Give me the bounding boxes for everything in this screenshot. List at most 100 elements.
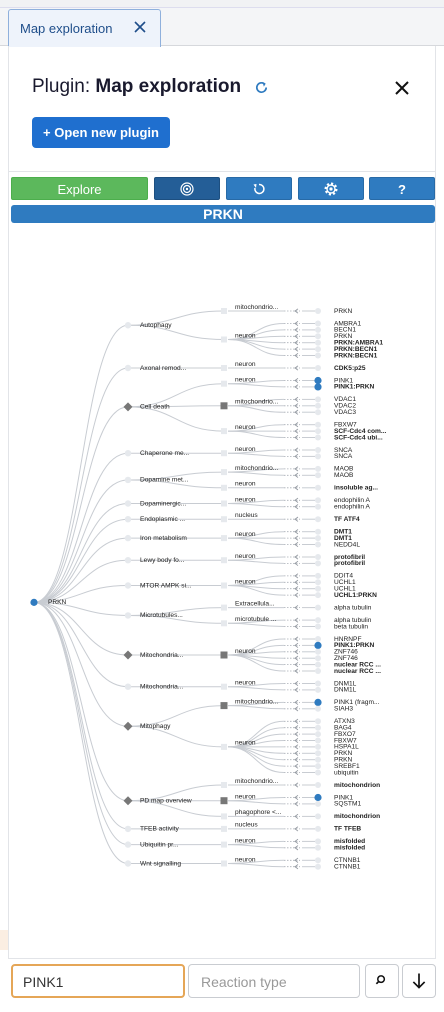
leaf-node[interactable] — [315, 554, 321, 560]
compartment-node[interactable] — [221, 380, 227, 387]
leaf-node[interactable] — [315, 857, 321, 864]
leaf-node[interactable] — [315, 750, 321, 757]
leaf-node[interactable] — [315, 800, 321, 807]
leaf-node[interactable] — [315, 731, 321, 738]
leaf-node[interactable] — [315, 541, 321, 548]
root-node[interactable] — [30, 598, 38, 606]
compartment-node[interactable] — [221, 557, 227, 564]
leaf-node[interactable] — [315, 617, 321, 624]
compartment-node[interactable] — [221, 365, 227, 371]
leaf-node[interactable] — [315, 579, 321, 586]
compartment-node[interactable] — [220, 402, 228, 410]
reaction-type-select[interactable]: Reaction type — [188, 964, 360, 998]
leaf-node[interactable] — [315, 863, 321, 870]
leaf-node[interactable] — [315, 655, 321, 662]
leaf-node[interactable] — [315, 705, 321, 712]
group-node[interactable] — [124, 450, 132, 457]
search-input[interactable]: PINK1 — [11, 964, 185, 998]
leaf-node[interactable] — [315, 333, 321, 340]
leaf-node[interactable] — [315, 636, 321, 642]
compartment-node[interactable] — [221, 500, 227, 507]
leaf-node[interactable] — [315, 572, 321, 579]
leaf-node[interactable] — [315, 434, 321, 441]
leaf-node[interactable] — [315, 844, 321, 851]
leaf-node[interactable] — [315, 585, 321, 592]
leaf-node[interactable] — [315, 447, 321, 453]
group-node[interactable] — [124, 322, 132, 329]
compartment-node[interactable] — [221, 582, 227, 589]
leaf-node[interactable] — [315, 838, 321, 845]
leaf-node[interactable] — [315, 668, 321, 674]
settings-button[interactable] — [298, 177, 364, 200]
compartment-node[interactable] — [221, 825, 227, 832]
leaf-node[interactable] — [315, 782, 321, 788]
help-button[interactable]: ? — [369, 177, 435, 200]
group-node[interactable] — [123, 402, 133, 412]
leaf-node[interactable] — [315, 402, 321, 409]
group-node[interactable] — [124, 476, 132, 484]
compartment-node[interactable] — [221, 604, 227, 611]
group-node[interactable] — [124, 612, 132, 619]
compartment-node[interactable] — [221, 336, 227, 343]
compartment-node[interactable] — [221, 620, 227, 627]
leaf-node[interactable] — [315, 497, 321, 504]
leaf-node[interactable] — [315, 428, 321, 435]
leaf-node[interactable] — [314, 383, 322, 391]
group-node[interactable] — [124, 825, 132, 833]
compartment-node[interactable] — [221, 813, 227, 820]
leaf-node[interactable] — [315, 743, 321, 750]
compartment-node[interactable] — [221, 743, 227, 750]
group-node[interactable] — [123, 650, 133, 660]
leaf-node[interactable] — [315, 528, 321, 535]
leaf-node[interactable] — [315, 465, 321, 472]
leaf-node[interactable] — [315, 737, 321, 744]
leaf-node[interactable] — [315, 453, 321, 460]
leaf-node[interactable] — [315, 308, 321, 314]
leaf-node[interactable] — [315, 516, 321, 523]
group-node[interactable] — [123, 721, 133, 731]
leaf-node[interactable] — [315, 623, 321, 630]
leaf-node[interactable] — [315, 592, 321, 599]
group-node[interactable] — [124, 364, 132, 372]
leaf-node[interactable] — [315, 503, 321, 510]
leaf-node[interactable] — [315, 409, 321, 416]
leaf-node[interactable] — [315, 421, 321, 428]
leaf-node[interactable] — [315, 648, 321, 655]
leaf-node[interactable] — [315, 813, 321, 820]
tab[interactable]: Map exploration — [8, 9, 161, 47]
undo-button[interactable] — [226, 177, 292, 200]
group-node[interactable] — [124, 557, 132, 564]
compartment-node[interactable] — [221, 308, 227, 314]
open-plugin-button[interactable]: + Open new plugin — [32, 117, 170, 148]
leaf-node[interactable] — [315, 396, 321, 403]
leaf-node[interactable] — [315, 535, 321, 542]
leaf-node[interactable] — [315, 560, 321, 567]
compartment-node[interactable] — [221, 535, 227, 542]
leaf-node[interactable] — [315, 718, 321, 725]
leaf-node[interactable] — [315, 365, 321, 371]
leaf-node[interactable] — [315, 763, 321, 770]
group-node[interactable] — [124, 841, 132, 848]
search-button[interactable] — [365, 964, 399, 998]
refresh-icon[interactable] — [254, 80, 269, 95]
group-node[interactable] — [124, 860, 132, 867]
leaf-node[interactable] — [315, 680, 321, 687]
compartment-node[interactable] — [221, 428, 227, 435]
leaf-node[interactable] — [315, 756, 321, 763]
leaf-node[interactable] — [315, 346, 321, 353]
group-node[interactable] — [123, 796, 133, 806]
close-button[interactable] — [393, 79, 411, 97]
leaf-node[interactable] — [315, 472, 321, 479]
leaf-node[interactable] — [315, 661, 321, 668]
leaf-node[interactable] — [315, 825, 321, 832]
leaf-node[interactable] — [315, 320, 321, 327]
compartment-node[interactable] — [221, 469, 227, 476]
group-node[interactable] — [124, 534, 132, 542]
leaf-node[interactable] — [315, 326, 321, 333]
leaf-node[interactable] — [314, 793, 322, 802]
leaf-node[interactable] — [315, 352, 321, 359]
compartment-node[interactable] — [220, 797, 228, 805]
compartment-node[interactable] — [221, 782, 227, 788]
compartment-node[interactable] — [221, 841, 227, 848]
group-node[interactable] — [124, 683, 132, 690]
